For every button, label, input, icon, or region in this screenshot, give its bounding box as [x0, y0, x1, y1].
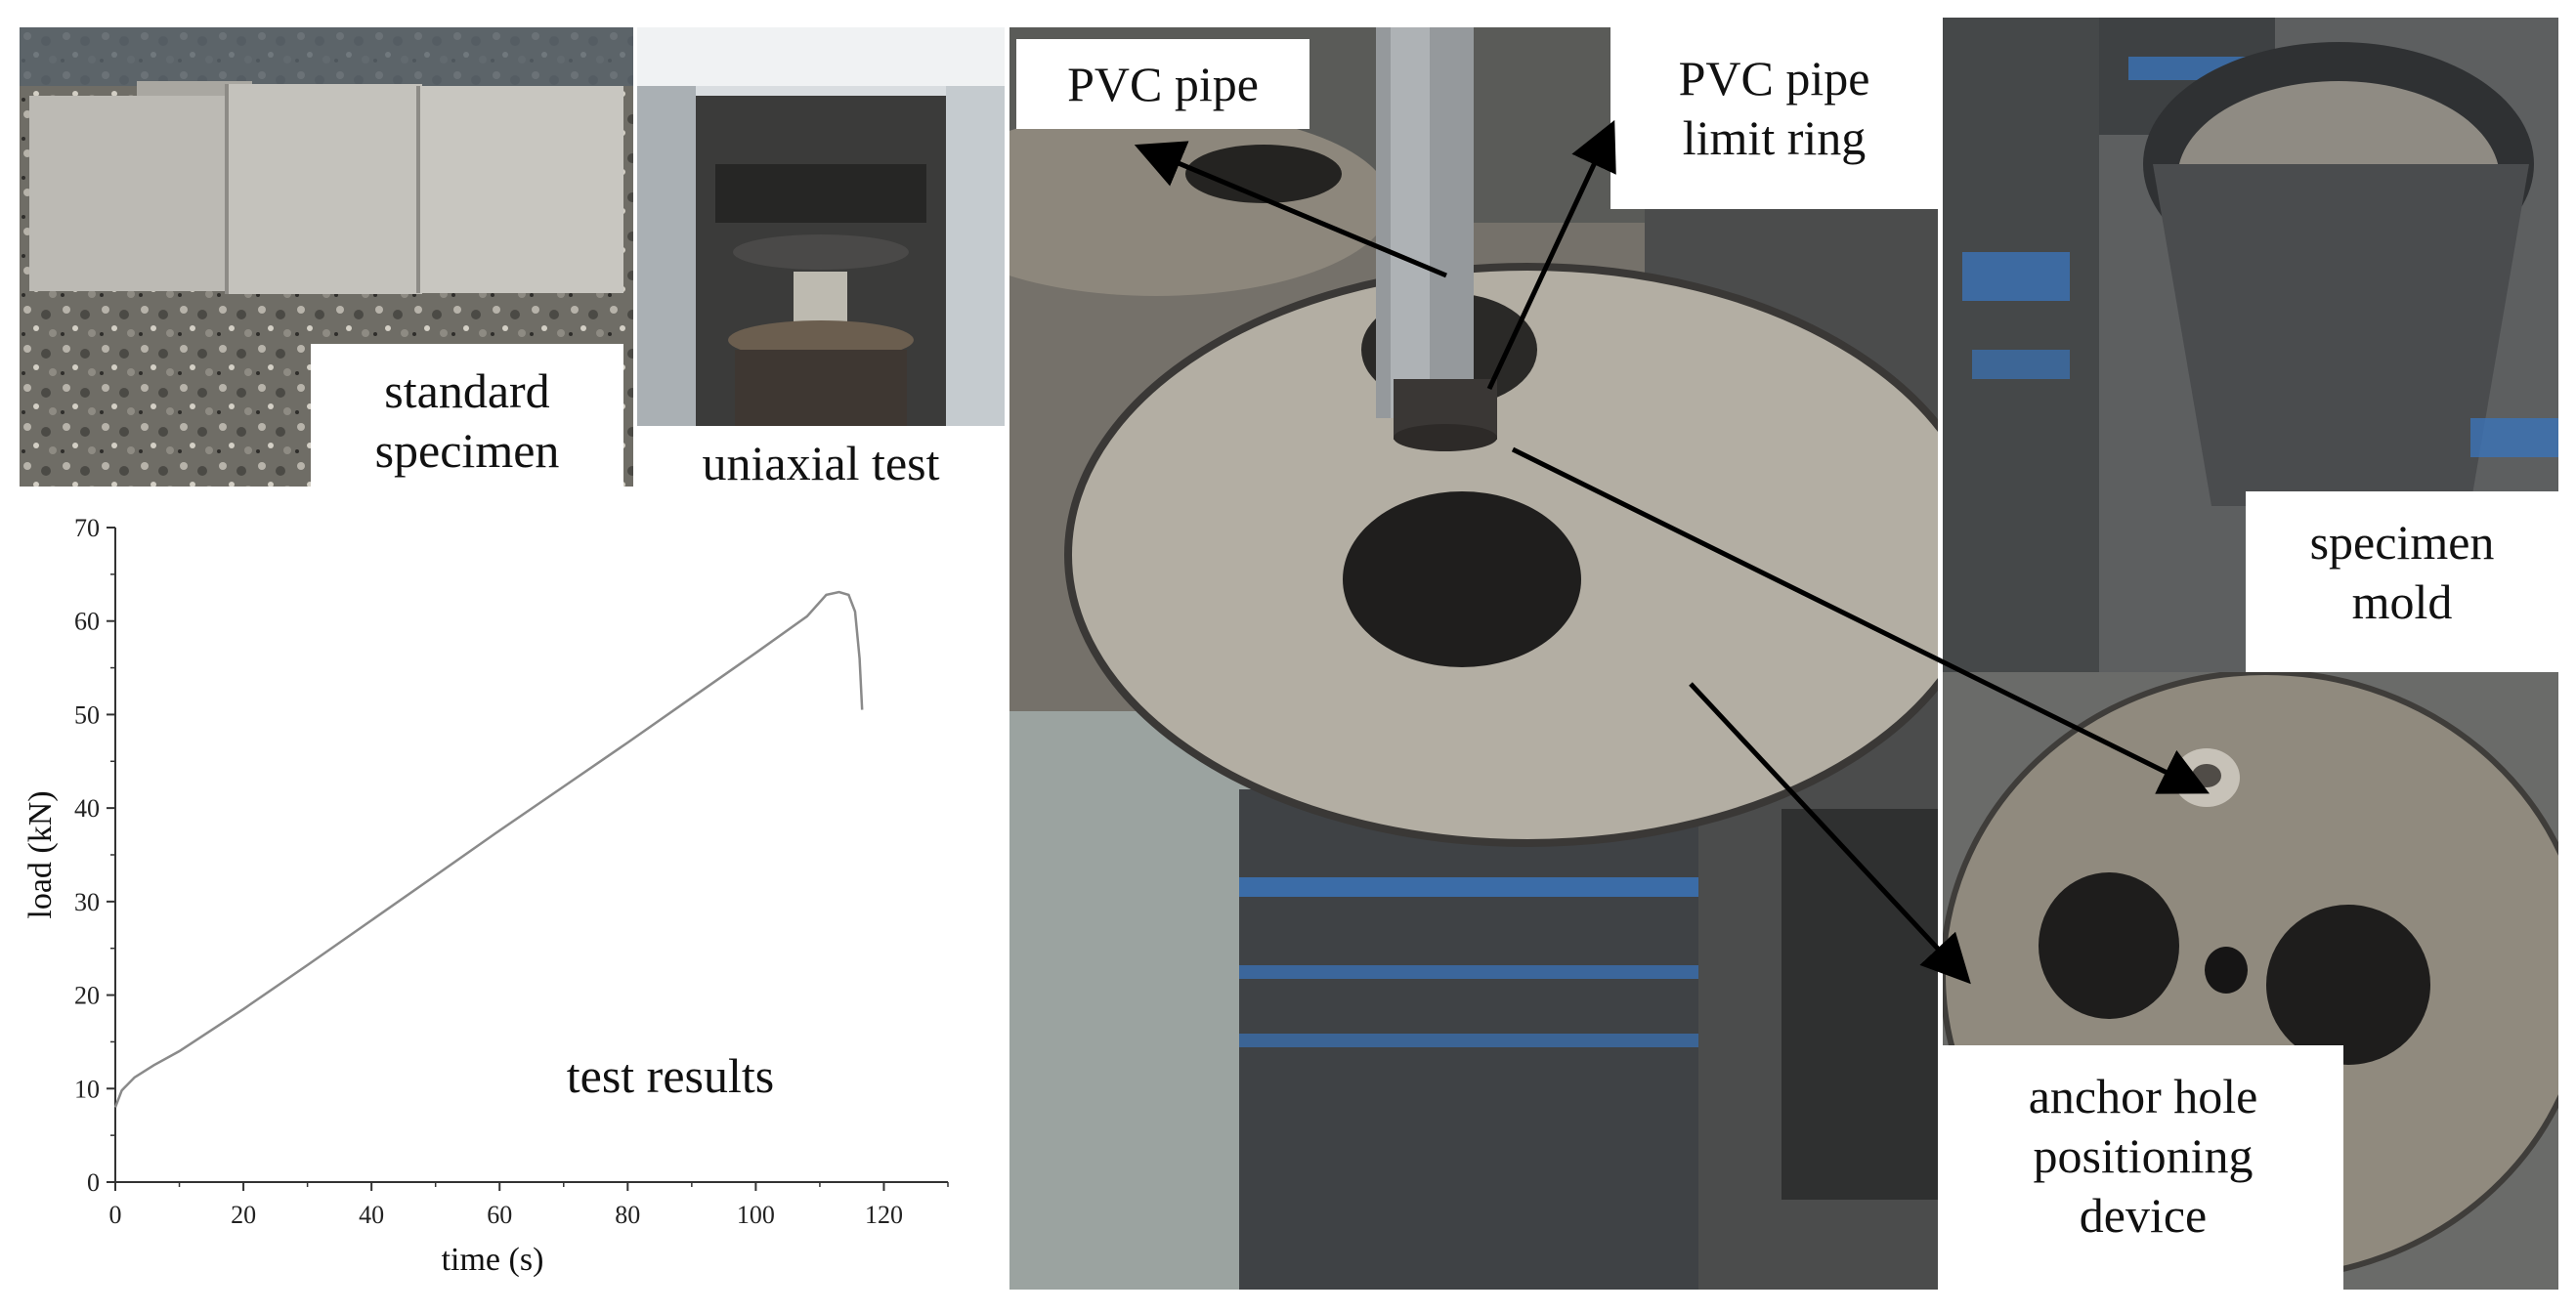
y-tick-label: 40: [74, 794, 100, 823]
label-line: specimen: [2309, 515, 2495, 570]
chart-ticks: 0 20 40 60 80 100 120 0 10 20 30 40 50 60 70: [74, 514, 949, 1229]
uniaxial-test-photo: [637, 27, 1005, 494]
x-tick-label: 0: [109, 1201, 122, 1229]
x-tick-label: 20: [231, 1201, 256, 1229]
x-tick-label: 120: [865, 1201, 903, 1229]
label-line: standard: [384, 363, 550, 418]
y-tick-label: 20: [74, 982, 100, 1010]
load-curve: [113, 590, 864, 1108]
x-tick-label: 80: [615, 1201, 640, 1229]
y-tick-label: 70: [74, 514, 100, 542]
testing-machine-image: [637, 27, 1005, 494]
positioning-setup-photo: [1009, 27, 1938, 1290]
label-line: uniaxial test: [702, 436, 940, 490]
y-tick-label: 10: [74, 1075, 100, 1103]
anchor-device-photo: [1943, 672, 2558, 1290]
label-line: specimen: [374, 423, 560, 478]
x-tick-label: 40: [359, 1201, 384, 1229]
y-tick-label: 30: [74, 888, 100, 916]
y-tick-label: 60: [74, 608, 100, 636]
label-line: mold: [2351, 574, 2453, 629]
y-tick-label: 50: [74, 700, 100, 729]
x-axis-label: time (s): [442, 1242, 544, 1278]
chart-axes: [114, 528, 948, 1183]
label-line: limit ring: [1682, 110, 1867, 165]
x-tick-label: 100: [737, 1201, 775, 1229]
label-line: PVC pipe: [1067, 57, 1259, 111]
label-line: PVC pipe: [1678, 51, 1870, 106]
test-results-chart: 0 20 40 60 80 100 120 0 10 20 30 40 50 60 70 time (s) …: [0, 498, 987, 1308]
standard-specimen-image: [20, 27, 633, 487]
label-line: positioning: [2033, 1128, 2254, 1183]
anchor-plate-image: [1943, 672, 2558, 1290]
label-standard-specimen: standard specimen: [311, 344, 623, 487]
x-tick-label: 60: [487, 1201, 512, 1229]
y-tick-label: 0: [87, 1168, 100, 1197]
label-uniaxial-test: uniaxial test: [637, 426, 1005, 494]
mold-and-pipe-image: [1009, 27, 1938, 1290]
label-line: device: [2079, 1188, 2208, 1243]
y-axis-label: load (kN): [22, 790, 59, 918]
label-pvc-pipe: PVC pipe: [1016, 39, 1309, 129]
label-pvc-pipe-limit-ring: PVC pipe limit ring: [1610, 27, 1938, 209]
label-line: anchor hole: [2028, 1069, 2258, 1123]
standard-specimen-photo: [20, 27, 633, 487]
label-specimen-mold: specimen mold: [2246, 491, 2558, 672]
label-anchor-hole-positioning-device: anchor hole positioning device: [1943, 1045, 2343, 1290]
test-results-label: test results: [567, 1048, 774, 1103]
